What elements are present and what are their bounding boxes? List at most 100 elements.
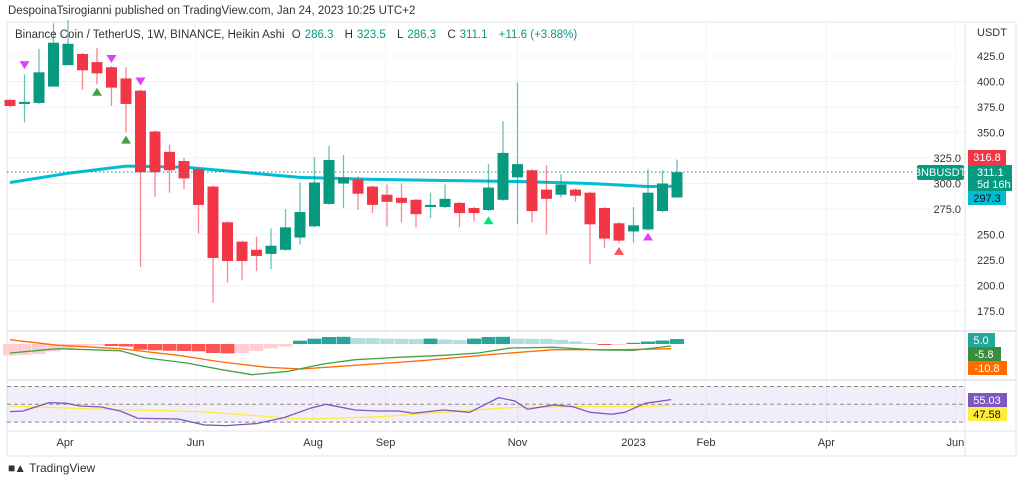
open-label: O [291, 29, 301, 41]
candle [396, 183, 407, 223]
candle-body [599, 207, 610, 239]
candle [410, 198, 422, 228]
macd-histogram-bar [104, 344, 119, 346]
time-axis[interactable]: Apr Jun Aug Sep Nov 2023 Feb Apr Jun [57, 437, 965, 449]
candle-body [120, 78, 132, 104]
candle-body [222, 222, 233, 262]
macd-line-label: -5.8 [975, 349, 994, 361]
candle [4, 98, 16, 107]
candle [294, 182, 306, 245]
candle [280, 209, 291, 251]
signal-up-triangle-icon [614, 246, 624, 255]
candle [613, 222, 625, 243]
close-value: 311.1 [459, 29, 488, 41]
candle [120, 67, 132, 133]
candle [149, 130, 161, 197]
macd-histogram-bar [32, 344, 46, 354]
brand-name: TradingView [29, 461, 96, 475]
moving-average-line [9, 164, 678, 189]
time-tick-label: Feb [697, 437, 716, 449]
macd-histogram-bar [655, 340, 670, 344]
candle [584, 191, 596, 265]
candle-body [613, 223, 625, 241]
candle [323, 145, 335, 205]
macd-histogram-bar [17, 344, 32, 355]
candle [425, 192, 436, 219]
symbol-legend[interactable]: Binance Coin / TetherUS, 1W, BINANCE, He… [15, 29, 581, 41]
signal-up-triangle-icon [121, 135, 131, 144]
candle-body [497, 152, 509, 200]
macd-histogram-bar [612, 344, 626, 345]
macd-histogram-bar [394, 338, 409, 344]
macd-histogram-bar [249, 344, 264, 351]
macd-histogram-bar [539, 339, 554, 344]
price-axis-currency: USDT [977, 27, 1007, 39]
time-tick-label: Jun [947, 437, 965, 449]
macd-histogram-bar [148, 344, 162, 351]
candle [77, 52, 88, 90]
candle-body [483, 187, 494, 211]
candle [19, 74, 30, 123]
signal-down-triangle-icon [19, 61, 30, 70]
candle [33, 48, 45, 104]
candle-body [454, 202, 465, 214]
candle-body [381, 194, 393, 202]
candle-body [671, 172, 683, 198]
macd-histogram-bar [162, 344, 177, 351]
last-price-label: 311.1 [977, 167, 1004, 179]
symbol-tag-bg [917, 165, 964, 180]
macd-histogram-bar [525, 338, 539, 344]
macd-histogram-bar [452, 340, 467, 344]
macd-line [9, 345, 672, 376]
macd-histogram-bar [177, 344, 191, 351]
candle [381, 184, 393, 227]
time-tick-label: Apr [57, 437, 74, 449]
tradingview-logo-icon: ■▲ [8, 461, 26, 475]
price-tick-label: 325.0 [933, 153, 961, 165]
candle [91, 47, 103, 85]
candle-body [135, 90, 146, 173]
macd-hist-label-bg [968, 333, 995, 347]
macd-hist-label: 5.0 [973, 335, 988, 347]
macd-histogram-bar [90, 344, 104, 346]
candle-body [193, 169, 204, 205]
rsi-ma-line [9, 404, 672, 420]
ma-value-label: 297.3 [973, 193, 1001, 205]
candle-body [77, 53, 88, 71]
candle-body [178, 161, 190, 179]
candle-body [207, 186, 219, 258]
time-tick-label: Jun [187, 437, 205, 449]
candle [164, 144, 175, 193]
price-tick-label: 200.0 [977, 281, 1005, 293]
candle-body [164, 151, 175, 171]
candle [178, 158, 190, 190]
open-value: 286.3 [304, 29, 334, 41]
candle [352, 176, 364, 211]
candle-body [570, 189, 581, 196]
ohlc-low: L 286.3 [397, 29, 440, 41]
price-axis[interactable]: 425.0 400.0 375.0 350.0 325.0 300.0 275.0 250.0… [933, 51, 1004, 318]
candle [483, 164, 494, 212]
candle [236, 240, 248, 281]
tradingview-brand[interactable]: ■▲ TradingView [8, 461, 95, 475]
symbol-tag: BNBUSDT [914, 167, 967, 179]
macd-histogram-bar [438, 339, 452, 344]
price-tick-label: 225.0 [977, 255, 1005, 267]
macd-histogram-bar [670, 339, 684, 344]
time-tick-label: Apr [818, 437, 835, 449]
macd-histogram-bar [597, 344, 612, 345]
low-value: 286.3 [407, 29, 437, 41]
high-price-label: 316.8 [973, 152, 1001, 164]
candle-body [425, 204, 436, 207]
candle-body [236, 241, 248, 262]
macd-histogram-bar [307, 338, 322, 344]
candle-body [33, 72, 45, 103]
symbol-description: Binance Coin / TetherUS, 1W, BINANCE, He… [15, 29, 285, 41]
price-tick-label: 275.0 [933, 204, 961, 216]
price-tick-label: 375.0 [977, 102, 1005, 114]
candle [207, 185, 219, 303]
high-label-bg [968, 150, 1006, 165]
time-tick-label: Sep [376, 437, 396, 449]
candle-body [62, 43, 74, 66]
